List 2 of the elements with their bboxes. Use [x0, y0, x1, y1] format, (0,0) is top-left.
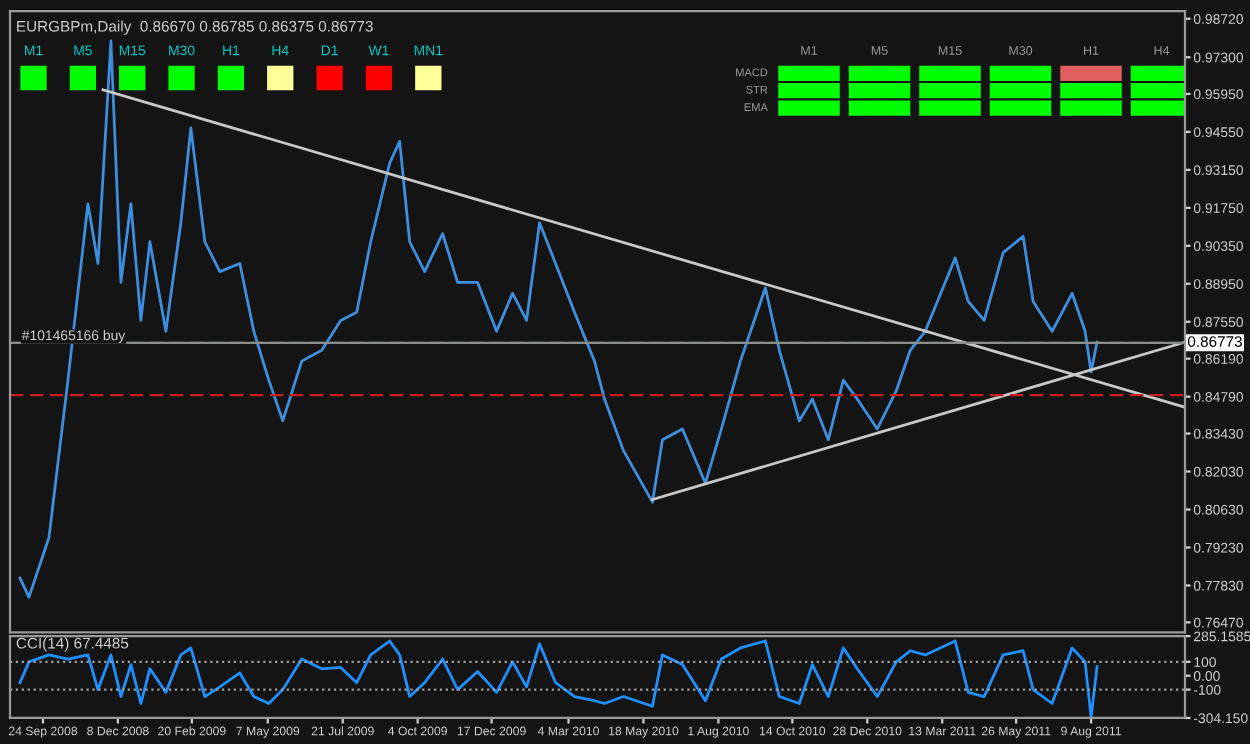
line-series [18, 39, 1099, 599]
line-series [18, 639, 1099, 718]
